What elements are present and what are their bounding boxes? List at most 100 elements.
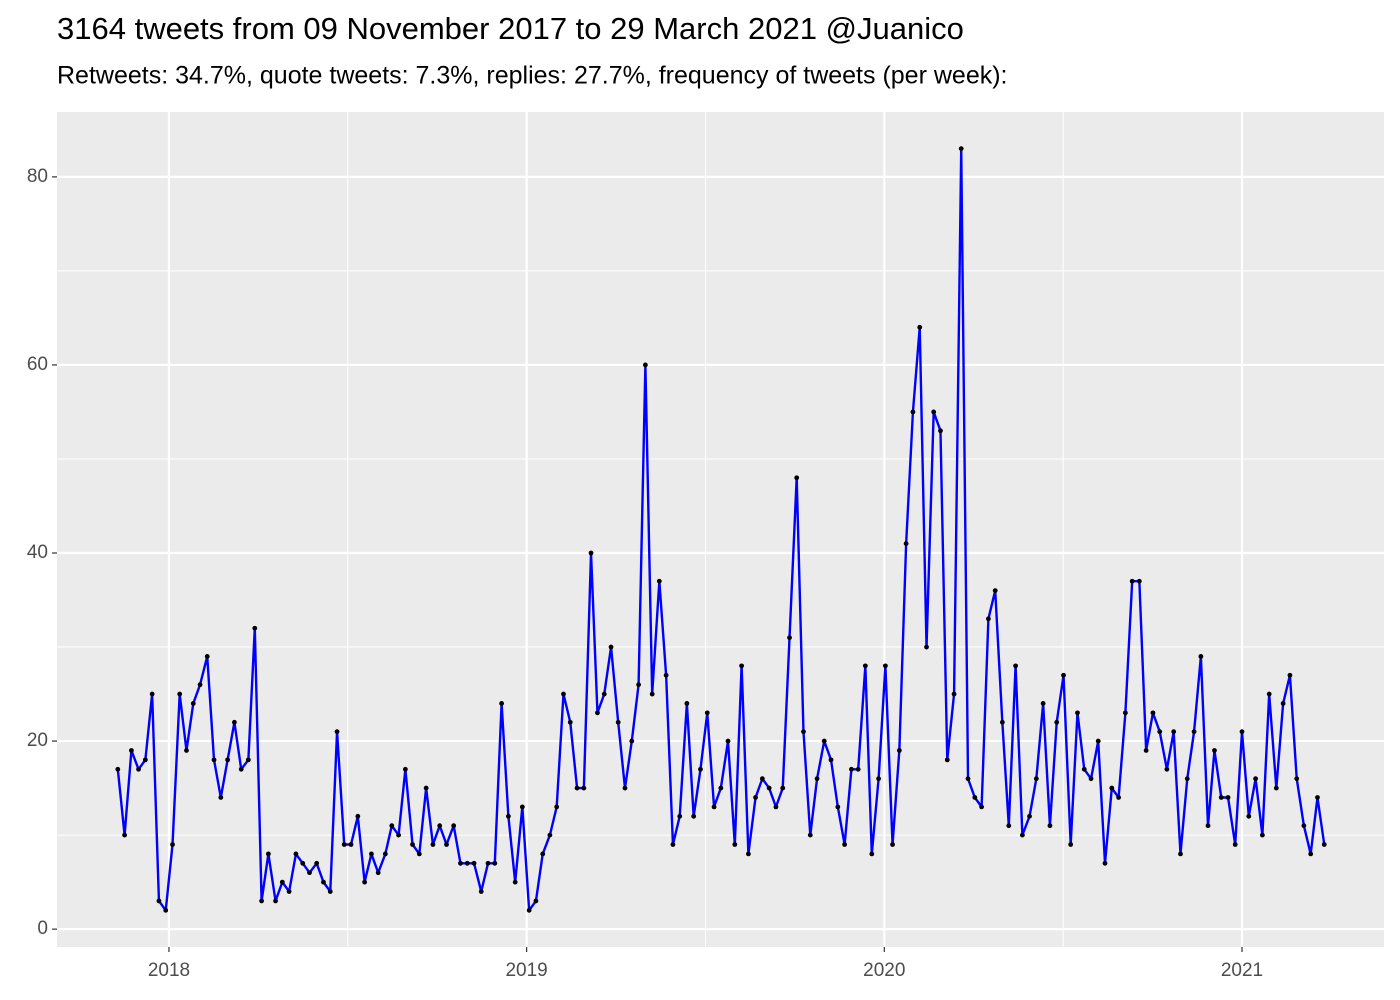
data-point: [636, 682, 641, 688]
data-point: [924, 644, 929, 650]
data-point: [725, 738, 731, 744]
data-point: [1246, 813, 1252, 819]
data-point: [547, 832, 553, 838]
data-point: [1122, 710, 1128, 716]
data-point: [642, 362, 648, 368]
data-point: [656, 578, 662, 584]
data-point: [677, 813, 683, 819]
data-point: [1129, 578, 1135, 584]
y-tick-label: 0: [37, 918, 48, 939]
data-point: [835, 804, 841, 810]
data-point: [1047, 823, 1053, 829]
data-point: [307, 870, 312, 876]
data-point: [190, 701, 196, 706]
data-point: [293, 851, 299, 857]
data-point: [526, 907, 532, 913]
data-point: [149, 691, 155, 697]
data-point: [890, 842, 895, 847]
data-point: [265, 851, 271, 857]
data-point: [1143, 748, 1149, 753]
data-point: [382, 851, 388, 857]
data-point: [389, 823, 395, 829]
data-point: [458, 860, 463, 866]
data-point: [499, 701, 504, 706]
data-point: [1150, 710, 1156, 716]
data-point: [1218, 795, 1224, 800]
data-point: [1287, 672, 1293, 678]
data-point: [1006, 823, 1012, 829]
data-point: [732, 842, 738, 847]
data-point: [780, 785, 786, 791]
data-point: [944, 757, 950, 763]
data-point: [485, 860, 491, 866]
data-point: [1109, 785, 1115, 791]
data-point: [1301, 823, 1307, 829]
data-point: [869, 851, 875, 857]
chart-title: 3164 tweets from 09 November 2017 to 29 …: [57, 11, 964, 46]
data-point: [115, 766, 121, 772]
data-point: [554, 804, 560, 810]
data-point: [739, 663, 745, 669]
data-point: [184, 748, 189, 753]
data-point: [588, 550, 594, 556]
y-tick-label: 60: [27, 354, 48, 375]
data-point: [1184, 776, 1190, 782]
data-point: [505, 813, 511, 819]
data-point: [862, 663, 868, 669]
data-point: [649, 691, 655, 697]
data-point: [1171, 729, 1177, 735]
data-point: [595, 710, 600, 716]
data-point: [1088, 776, 1094, 782]
data-point: [622, 785, 628, 791]
data-point: [170, 842, 175, 847]
data-point: [128, 748, 134, 753]
data-point: [355, 813, 361, 819]
data-point: [225, 757, 231, 763]
data-point: [711, 804, 717, 810]
data-point: [1013, 663, 1018, 669]
y-tick-label: 80: [27, 166, 48, 187]
data-point: [745, 851, 751, 857]
data-point: [512, 879, 518, 885]
data-point: [273, 898, 278, 904]
y-tick-label: 40: [27, 542, 48, 563]
data-point: [794, 475, 800, 481]
data-point: [136, 766, 141, 772]
data-point: [471, 860, 477, 866]
data-point: [581, 785, 587, 791]
data-point: [986, 616, 991, 622]
data-point: [1205, 823, 1211, 829]
data-point: [938, 428, 943, 434]
data-point: [773, 804, 779, 810]
data-point: [849, 766, 854, 772]
data-point: [279, 879, 285, 885]
data-point: [252, 625, 258, 631]
data-point: [1239, 729, 1245, 735]
data-point: [1054, 719, 1060, 725]
data-point: [375, 870, 381, 876]
data-point: [464, 860, 470, 866]
data-point: [163, 907, 169, 913]
data-point: [842, 842, 848, 847]
data-point: [416, 851, 422, 857]
data-point: [1212, 748, 1217, 753]
data-point: [821, 738, 827, 744]
data-point: [972, 795, 978, 800]
data-point: [882, 663, 888, 669]
data-point: [753, 795, 758, 800]
data-point: [1321, 842, 1327, 847]
data-point: [979, 804, 985, 810]
data-point: [142, 757, 148, 763]
data-point: [430, 842, 436, 847]
data-point: [362, 879, 368, 885]
data-point: [1116, 795, 1121, 800]
data-point: [615, 719, 621, 725]
data-point: [1198, 654, 1204, 659]
data-point: [396, 832, 401, 838]
data-point: [211, 757, 217, 763]
data-point: [1136, 578, 1142, 584]
data-point: [896, 748, 902, 753]
data-point: [478, 889, 484, 894]
data-point: [910, 409, 916, 415]
data-point: [540, 851, 546, 857]
